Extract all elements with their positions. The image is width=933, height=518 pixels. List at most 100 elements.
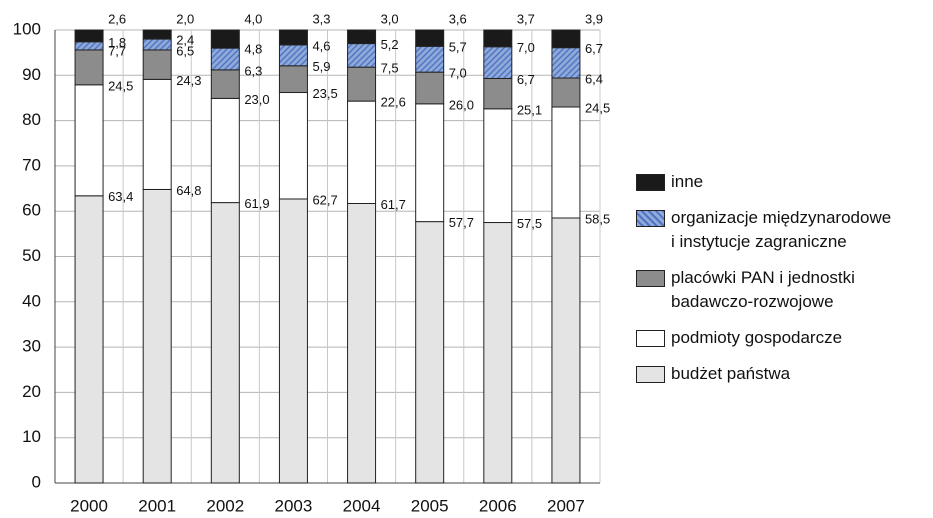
bar-segment xyxy=(415,45,445,73)
bar-segment xyxy=(483,29,513,48)
value-label: 6,5 xyxy=(176,43,194,58)
y-tick-label: 10 xyxy=(22,427,41,446)
x-tick-label: 2005 xyxy=(411,496,449,515)
bar-segment xyxy=(415,103,445,223)
y-tick-label: 90 xyxy=(22,65,41,84)
value-label: 7,0 xyxy=(517,40,535,55)
value-label: 61,7 xyxy=(381,197,406,212)
y-tick-label: 0 xyxy=(32,472,41,491)
value-label: 4,0 xyxy=(244,11,262,26)
bar-segment xyxy=(483,222,513,484)
y-tick-label: 80 xyxy=(22,110,41,129)
legend-label: podmioty gospodarcze xyxy=(671,328,843,347)
bar-segment xyxy=(210,69,240,99)
bar-segment xyxy=(551,77,581,108)
legend-label: inne xyxy=(671,172,704,191)
bar-segment xyxy=(142,29,172,40)
bar-segment xyxy=(142,38,172,51)
x-tick-label: 2001 xyxy=(138,496,176,515)
legend-label: organizacje międzynarodowe i instytucje … xyxy=(671,208,892,251)
bar-segment xyxy=(347,43,377,68)
bar-segment xyxy=(551,29,581,49)
value-label: 5,2 xyxy=(381,37,399,52)
bar-segment xyxy=(347,100,377,204)
value-label: 6,3 xyxy=(244,63,262,78)
legend-item: inne xyxy=(636,170,931,194)
bar-segment xyxy=(210,29,240,49)
value-label: 5,9 xyxy=(312,59,330,74)
y-tick-label: 60 xyxy=(22,201,41,220)
value-label: 3,0 xyxy=(381,11,399,26)
y-tick-label: 100 xyxy=(13,19,41,38)
legend-item: organizacje międzynarodowe i instytucje … xyxy=(636,206,931,254)
bar-segment xyxy=(278,44,308,67)
value-label: 24,5 xyxy=(585,100,610,115)
x-tick-label: 2006 xyxy=(479,496,517,515)
bar-segment xyxy=(483,77,513,110)
y-tick-label: 70 xyxy=(22,155,41,174)
legend-label: budżet państwa xyxy=(671,364,791,383)
x-tick-label: 2004 xyxy=(343,496,381,515)
value-label: 7,7 xyxy=(108,43,126,58)
y-tick-label: 20 xyxy=(22,382,41,401)
bar-segment xyxy=(347,29,377,45)
value-label: 2,6 xyxy=(108,11,126,26)
bar-segment xyxy=(278,65,308,94)
value-label: 6,7 xyxy=(517,72,535,87)
value-label: 4,6 xyxy=(312,38,330,53)
bar-segment xyxy=(74,84,104,197)
bar-segment xyxy=(551,217,581,484)
value-label: 7,0 xyxy=(449,66,467,81)
bar-segment xyxy=(347,66,377,102)
bar-segment xyxy=(210,97,240,204)
bar-segment xyxy=(415,221,445,484)
value-label: 24,5 xyxy=(108,78,133,93)
bar-segment xyxy=(74,49,104,86)
legend-swatch xyxy=(636,270,665,287)
legend-swatch xyxy=(636,366,665,383)
y-tick-label: 40 xyxy=(22,291,41,310)
value-label: 6,7 xyxy=(585,41,603,56)
x-tick-label: 2002 xyxy=(206,496,244,515)
y-tick-label: 50 xyxy=(22,246,41,265)
bar-segment xyxy=(278,198,308,484)
value-label: 24,3 xyxy=(176,73,201,88)
x-tick-label: 2000 xyxy=(70,496,108,515)
bar-segment xyxy=(142,188,172,484)
bar-segment xyxy=(74,195,104,484)
legend-item: placówki PAN i jednostki badawczo-rozwoj… xyxy=(636,266,931,314)
bar-segment xyxy=(210,47,240,71)
value-label: 64,8 xyxy=(176,183,201,198)
bar-segment xyxy=(74,29,104,43)
bar-segment xyxy=(210,202,240,484)
bar-segment xyxy=(278,92,308,200)
legend: inne organizacje międzynarodowe i instytu… xyxy=(636,170,931,398)
value-label: 58,5 xyxy=(585,211,610,226)
bar-segment xyxy=(347,202,377,484)
bar-segment xyxy=(142,78,172,190)
legend-swatch xyxy=(636,174,665,191)
value-label: 3,7 xyxy=(517,11,535,26)
value-label: 23,0 xyxy=(244,92,269,107)
bar-segment xyxy=(415,71,445,105)
bar-segment xyxy=(74,41,104,51)
value-label: 63,4 xyxy=(108,189,133,204)
legend-swatch xyxy=(636,330,665,347)
value-label: 5,7 xyxy=(449,40,467,55)
bar-segment xyxy=(483,108,513,224)
bar-segment xyxy=(415,29,445,47)
value-label: 1,8 xyxy=(108,35,126,50)
legend-item: podmioty gospodarcze xyxy=(636,326,931,350)
value-label: 4,8 xyxy=(244,42,262,57)
value-label: 7,5 xyxy=(381,61,399,76)
value-label: 3,3 xyxy=(312,11,330,26)
bar-segment xyxy=(278,29,308,46)
y-tick-label: 30 xyxy=(22,337,41,356)
bar-segment xyxy=(551,106,581,219)
value-label: 2,4 xyxy=(176,32,194,47)
value-label: 57,7 xyxy=(449,215,474,230)
legend-swatch xyxy=(636,210,665,227)
value-label: 23,5 xyxy=(312,86,337,101)
